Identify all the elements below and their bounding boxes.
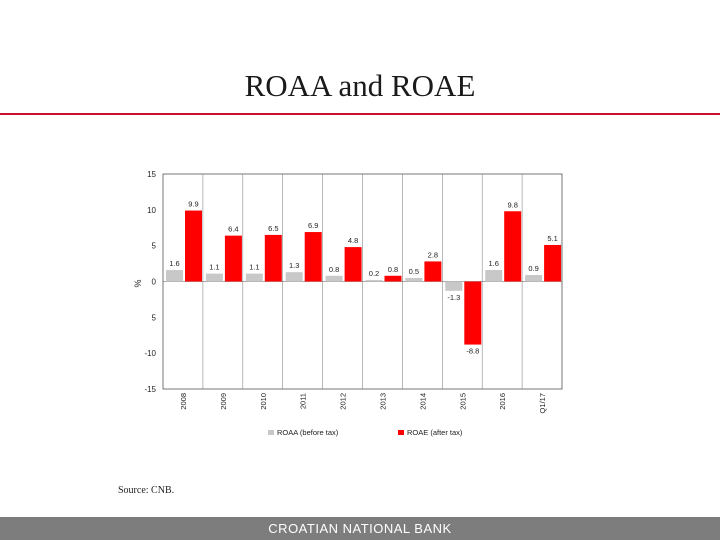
- x-tick-label: Q1/17: [538, 393, 547, 413]
- x-tick-label: 2009: [219, 393, 228, 410]
- data-label-roaa: 1.3: [289, 261, 299, 270]
- x-tick-label: 2011: [299, 393, 308, 409]
- data-label-roae: 6.9: [308, 221, 318, 230]
- data-label-roaa: 0.8: [329, 265, 339, 274]
- bar-roae: [344, 247, 362, 282]
- x-tick-label: 2014: [418, 393, 427, 410]
- bar-roaa: [166, 270, 183, 282]
- bar-roaa: [405, 277, 423, 282]
- x-tick-label: 2010: [259, 393, 268, 410]
- bar-roaa: [245, 273, 263, 282]
- y-tick-label: 5: [152, 313, 157, 322]
- legend-swatch: [268, 430, 274, 435]
- bar-roae: [424, 261, 442, 282]
- footer-bar: CROATIAN NATIONAL BANK: [0, 517, 720, 540]
- slide-title: ROAA and ROAE: [244, 68, 476, 103]
- bar-roae: [464, 281, 482, 345]
- bar-roaa: [285, 272, 303, 282]
- x-tick-label: 2012: [339, 393, 348, 410]
- roaa-roae-chart: 1.6 9.9 1.1 6.4 1.1 6.5 1.3 6.9 0.8 4.8 0.2 0.8 0.5 2…: [133, 170, 563, 437]
- y-tick-label: -15: [144, 385, 156, 394]
- y-tick-label: 5: [152, 242, 157, 251]
- legend-swatch: [398, 430, 404, 435]
- data-label-roae: 5.1: [547, 234, 557, 243]
- data-label-roaa: 1.6: [488, 259, 498, 268]
- y-tick-label: -10: [144, 349, 156, 358]
- bar-roae: [264, 234, 282, 282]
- data-label-roae: 6.5: [268, 224, 278, 233]
- x-tick-label: 2016: [498, 393, 507, 410]
- data-label-roae: 9.8: [507, 200, 517, 209]
- bar-roaa: [205, 273, 223, 282]
- bar-roae: [304, 232, 322, 282]
- bar-roaa: [445, 281, 463, 291]
- data-label-roae: 4.8: [348, 236, 358, 245]
- data-label-roaa: -1.3: [447, 293, 460, 302]
- data-label-roae: 6.4: [228, 225, 238, 234]
- data-label-roaa: 0.2: [369, 269, 379, 278]
- data-label-roaa: 0.5: [409, 267, 419, 276]
- bar-roaa: [525, 275, 543, 282]
- x-tick-label: 2008: [179, 393, 188, 410]
- y-tick-label: 15: [147, 170, 156, 179]
- data-label-roaa: 0.9: [528, 264, 538, 273]
- bar-roaa: [365, 280, 383, 282]
- data-label-roae: -8.8: [466, 347, 479, 356]
- bar-roae: [504, 211, 522, 282]
- bar-roae: [224, 235, 242, 282]
- source-note: Source: CNB.: [118, 485, 175, 496]
- bar-roaa: [485, 270, 503, 282]
- legend-entry: ROAE (after tax): [407, 428, 463, 437]
- data-label-roaa: 1.6: [169, 259, 179, 268]
- y-axis-label: %: [133, 279, 143, 287]
- bar-roae: [384, 275, 402, 282]
- y-tick-label: 0: [152, 278, 157, 287]
- bar-roaa: [325, 275, 343, 282]
- x-tick-label: 2015: [458, 393, 467, 410]
- data-label-roae: 2.8: [428, 250, 438, 259]
- data-label-roae: 0.8: [388, 265, 398, 274]
- data-label-roaa: 1.1: [249, 263, 259, 272]
- data-label-roaa: 1.1: [209, 263, 219, 272]
- bar-roae: [544, 244, 562, 282]
- title-divider: [0, 113, 720, 115]
- y-tick-label: 10: [147, 206, 156, 215]
- footer-text: CROATIAN NATIONAL BANK: [268, 521, 452, 536]
- bar-roae: [185, 210, 202, 282]
- legend-entry: ROAA (before tax): [277, 428, 339, 437]
- data-label-roae: 9.9: [188, 200, 198, 209]
- x-tick-label: 2013: [378, 393, 387, 410]
